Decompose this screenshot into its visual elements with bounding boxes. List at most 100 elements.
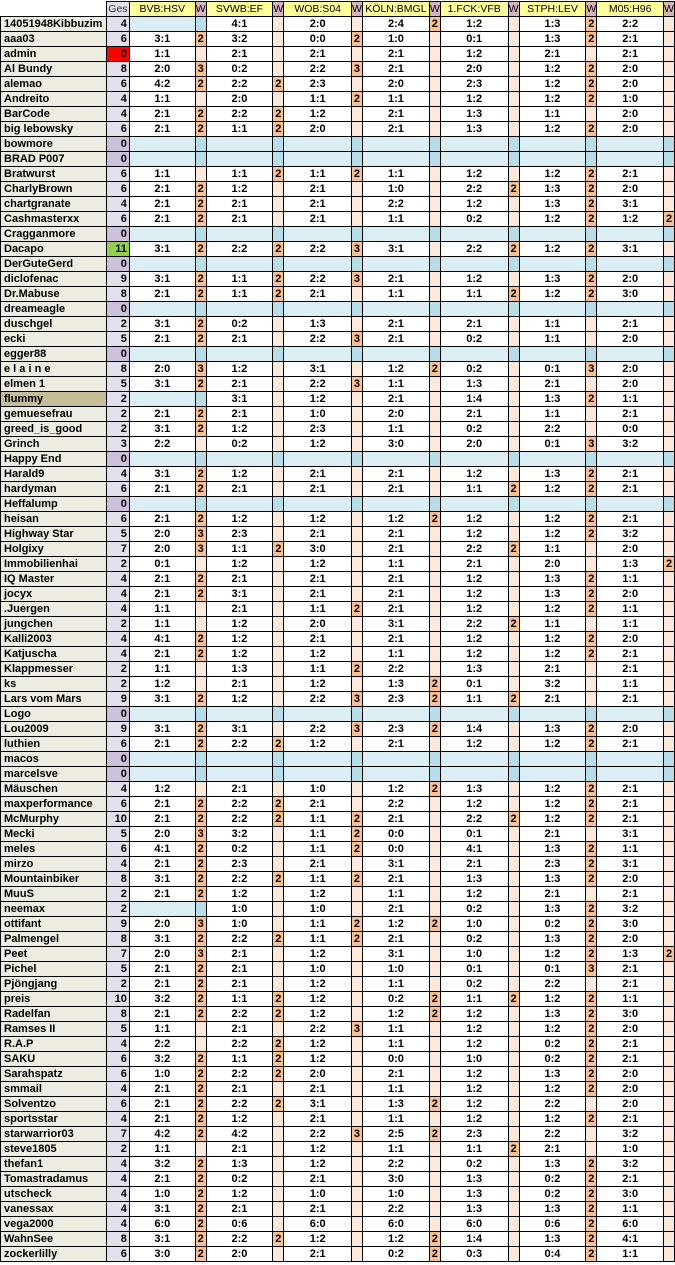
table-row: Cragganmore 0 [0,226,675,242]
table-row: aaa03 6 3:1 2 3:2 0:0 2 1:0 0:1 1:3 2 2:1 [0,31,675,47]
bonus-cell [507,676,520,692]
header-game: STPH:LEV [518,1,587,17]
bonus-cell [194,1141,207,1157]
tip-cell: 1:2 [361,781,430,797]
bonus-cell: 2 [585,481,598,497]
tip-cell: 2:1 [596,46,665,62]
bonus-cell [351,1111,363,1127]
bonus-cell [351,541,363,557]
tip-cell: 2:0 [518,556,587,572]
points-total: 3 [105,436,130,452]
points-total: 2 [105,316,130,332]
tip-cell: 2:1 [596,796,665,812]
tip-cell: 1:2 [439,571,509,587]
tip-cell: 1:1 [283,931,353,947]
bonus-cell: 2 [585,241,598,257]
bonus-cell [428,1186,441,1202]
tip-cell: 0:6 [518,1216,587,1232]
bonus-cell [663,196,675,212]
tip-cell [361,151,430,167]
bonus-cell: 2 [272,1036,285,1052]
tip-cell [283,226,353,242]
bonus-cell: 3 [194,361,207,377]
bonus-cell [507,136,520,152]
bonus-cell [507,931,520,947]
points-total: 10 [105,991,130,1007]
bonus-cell [351,1186,363,1202]
tip-cell: 3:2 [596,1156,665,1172]
points-total: 4 [105,781,130,797]
player-name: .Juergen [0,601,107,617]
tip-cell: 1:1 [596,601,665,617]
table-row: WahnSee 8 3:1 2 2:2 2 1:2 1:2 2 1:4 1:3 2 4:1 [0,1231,675,1247]
tip-cell: 2:1 [205,781,274,797]
bonus-cell [428,946,441,962]
tip-cell: 2:5 [361,1126,430,1142]
bonus-cell [272,721,285,737]
tip-cell: 2:1 [596,736,665,752]
tip-cell: 1:1 [518,541,587,557]
tip-cell: 3:2 [596,436,665,452]
bonus-cell: 2 [507,691,520,707]
table-row: DerGuteGerd 0 [0,256,675,272]
tip-cell [128,16,196,32]
bonus-cell: 2 [194,1171,207,1187]
tip-cell: 0:2 [205,61,274,77]
bonus-cell [507,316,520,332]
player-name: duschgel [0,316,107,332]
tip-cell: 1:1 [283,166,353,182]
tip-cell [518,751,587,767]
tip-cell [361,766,430,782]
bonus-cell: 2 [194,196,207,212]
bonus-cell [428,121,441,137]
tip-cell [439,706,509,722]
tip-cell [361,256,430,272]
table-row: heisan 6 2:1 2 1:2 1:2 1:2 2 1:2 1:2 2 2:1 [0,511,675,527]
table-row: R.A.P 4 2:2 2:2 2 1:2 1:1 1:2 0:2 2 2:1 [0,1036,675,1052]
tip-cell: 0:2 [518,916,587,932]
bonus-cell [428,241,441,257]
bonus-cell [585,451,598,467]
tip-cell: 2:1 [596,781,665,797]
bonus-cell [351,211,363,227]
tip-cell [361,301,430,317]
tip-cell: 1:2 [283,1156,353,1172]
bonus-cell [351,1081,363,1097]
tip-cell: 2:1 [283,1201,353,1217]
bonus-cell [428,571,441,587]
points-total: 0 [105,301,130,317]
table-row: Lou2009 9 3:1 2 3:1 2:2 3 2:3 2 1:4 1:3 2 2:0 [0,721,675,737]
bonus-cell [428,151,441,167]
bonus-cell: 2 [585,601,598,617]
tip-cell: 2:0 [596,76,665,92]
tip-cell: 2:2 [205,811,274,827]
bonus-cell: 3 [351,271,363,287]
bonus-cell [194,166,207,182]
tip-cell [361,451,430,467]
points-total: 4 [105,1111,130,1127]
bonus-cell: 2 [194,1231,207,1247]
bonus-cell [428,661,441,677]
header-bonus: W [663,1,675,17]
bonus-cell [585,406,598,422]
bonus-cell [428,391,441,407]
tip-cell: 1:2 [439,601,509,617]
bonus-cell [507,76,520,92]
tip-cell: 1:1 [361,286,430,302]
tip-cell: 2:1 [361,46,430,62]
tip-cell: 3:0 [283,541,353,557]
table-row: sportsstar 4 2:1 2 1:2 2:1 1:1 1:2 1:2 2 2:1 [0,1111,675,1127]
bonus-cell [507,886,520,902]
tip-cell: 0:2 [439,211,509,227]
tip-cell: 1:2 [439,886,509,902]
tip-cell: 3:1 [361,241,430,257]
header-bonus: W [585,1,598,17]
bonus-cell [507,766,520,782]
points-total: 6 [105,31,130,47]
bonus-cell [663,391,675,407]
tip-cell: 2:2 [518,976,587,992]
bonus-cell [507,31,520,47]
bonus-cell: 2 [585,736,598,752]
player-name: jungchen [0,616,107,632]
bonus-cell [663,1036,675,1052]
